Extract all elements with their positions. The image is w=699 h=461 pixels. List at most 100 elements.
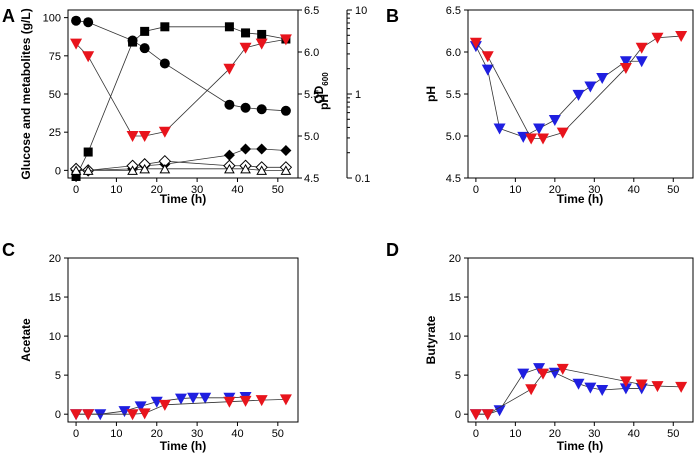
data-point (525, 384, 538, 396)
series-B-red (469, 31, 688, 145)
x-tick-label: 40 (628, 184, 640, 196)
data-point (82, 409, 95, 421)
data-point (224, 22, 234, 32)
y-tick-label: 5 (55, 370, 61, 382)
data-point (675, 381, 688, 393)
data-point (256, 165, 268, 175)
series-line (475, 35, 682, 139)
data-point (584, 382, 597, 394)
x-tick-label: 10 (110, 428, 122, 440)
data-point (469, 409, 482, 421)
data-point (187, 392, 200, 404)
data-point (481, 409, 494, 421)
y3-tick-label: 10 (355, 5, 367, 17)
data-point (139, 163, 151, 174)
series-A-biomass (71, 22, 291, 181)
y-tick-label: 25 (49, 127, 61, 139)
x-tick-label: 30 (588, 184, 600, 196)
data-point (70, 409, 83, 421)
data-point (240, 163, 251, 174)
data-point (537, 133, 549, 145)
y-tick-label: 50 (49, 89, 61, 101)
data-point (493, 405, 506, 417)
data-point (280, 165, 292, 175)
data-point (138, 131, 151, 142)
data-point (525, 133, 538, 145)
x-tick-label: 30 (588, 428, 600, 440)
data-point (255, 395, 268, 407)
y-tick-label: 0 (455, 409, 461, 421)
y-tick-label: 75 (49, 51, 61, 63)
data-point (548, 367, 561, 379)
x-axis-label: Time (h) (557, 192, 603, 206)
data-point (556, 127, 569, 139)
data-point (139, 43, 150, 54)
data-point (159, 58, 170, 69)
data-point (481, 51, 494, 63)
y-axis-label: Butyrate (424, 315, 438, 364)
y-tick-label: 20 (449, 253, 461, 265)
data-point (223, 149, 235, 161)
data-point (71, 171, 81, 181)
data-point (140, 26, 150, 36)
x-tick-label: 40 (231, 428, 243, 440)
data-point (150, 396, 163, 408)
y2-axis-label: pH (317, 94, 331, 110)
data-point (83, 17, 94, 28)
series-A-other-open-triangle- (70, 163, 292, 175)
data-point (126, 131, 139, 142)
data-point (127, 165, 138, 175)
y3-tick-label: 1 (355, 89, 361, 101)
data-point (619, 383, 632, 395)
y3-axis-label-main: OD (312, 85, 326, 103)
data-point (240, 143, 252, 155)
data-point (651, 32, 664, 44)
x-tick-label: 50 (272, 428, 284, 440)
data-point (675, 31, 688, 43)
data-point (517, 368, 530, 380)
x-tick-label: 0 (73, 184, 79, 196)
x-tick-label: 30 (191, 428, 203, 440)
data-point (635, 56, 648, 68)
data-point (256, 104, 267, 115)
series-line (475, 368, 682, 415)
data-point (619, 56, 632, 68)
data-point (635, 42, 648, 54)
data-point (239, 395, 252, 407)
data-point (556, 363, 569, 375)
y-tick-label: 10 (49, 331, 61, 343)
x-tick-label: 0 (473, 184, 479, 196)
y3-axis-label: OD600 (312, 72, 330, 104)
y3-tick-label: 0.1 (355, 173, 370, 185)
series-B-blue (469, 41, 648, 143)
data-point (82, 165, 94, 175)
y3-axis-label-sub: 600 (321, 72, 330, 86)
x-tick-label: 40 (628, 428, 640, 440)
y2-tick-label: 5.0 (304, 131, 319, 143)
y-tick-label: 0 (55, 409, 61, 421)
data-point (94, 409, 107, 421)
series-line (75, 26, 286, 177)
y-tick-label: 5.5 (446, 89, 461, 101)
y2-tick-label: 5.5 (304, 89, 319, 101)
y-tick-label: 6.0 (446, 47, 461, 59)
plot-frame-C (67, 257, 299, 423)
x-tick-label: 50 (272, 184, 284, 196)
data-point (240, 102, 251, 113)
data-point (126, 409, 139, 421)
panel-letter-C: C (2, 240, 15, 260)
series-A-ph (70, 34, 292, 142)
x-axis-label: Time (h) (160, 439, 206, 453)
data-point (596, 384, 609, 396)
data-point (82, 51, 95, 63)
series-line (76, 20, 286, 112)
y-tick-label: 4.5 (446, 173, 461, 185)
data-point (584, 81, 597, 93)
series-line (76, 148, 286, 171)
data-point (158, 399, 171, 411)
data-point (118, 406, 131, 418)
y-tick-label: 0 (55, 165, 61, 177)
series-line (75, 39, 286, 137)
data-point (280, 105, 291, 116)
data-point (280, 145, 292, 157)
